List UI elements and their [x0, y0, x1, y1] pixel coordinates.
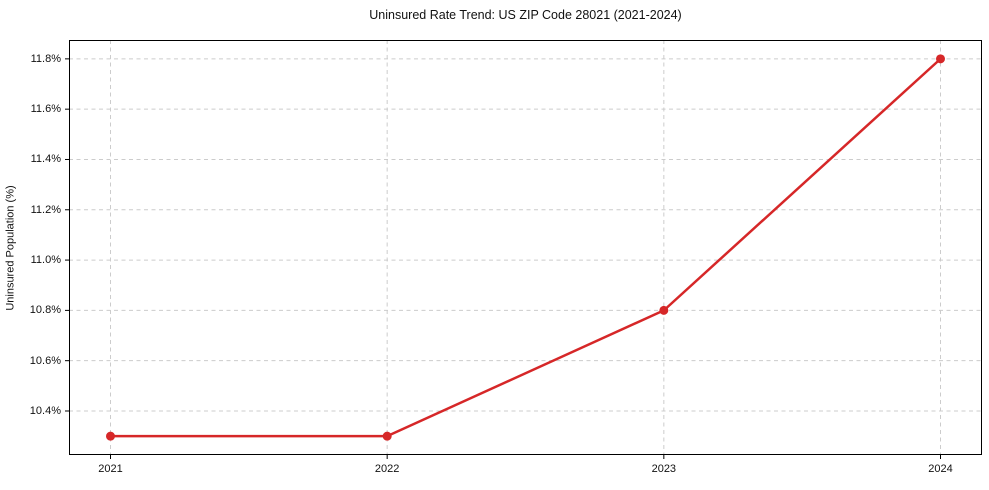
data-point-marker	[382, 431, 392, 441]
plot-area	[65, 40, 982, 459]
y-tick-label: 10.6%	[29, 354, 61, 367]
y-tick-label: 10.4%	[29, 404, 61, 417]
data-point-marker	[936, 54, 945, 64]
y-tick-label: 11.8%	[30, 52, 61, 65]
plot-border	[69, 40, 982, 455]
x-tick-label: 2021	[98, 463, 123, 475]
data-point-marker	[659, 305, 669, 315]
y-tick-label: 11.2%	[30, 203, 61, 216]
x-tick-label: 2022	[374, 463, 400, 475]
data-point-marker	[106, 431, 115, 441]
x-tick-label: 2023	[651, 463, 677, 475]
trend-line	[109, 57, 942, 438]
chart-title: Uninsured Rate Trend: US ZIP Code 28021 …	[369, 8, 682, 22]
line-chart-svg	[65, 40, 982, 459]
x-tick-label: 2024	[928, 463, 953, 475]
y-tick-label: 11.4%	[30, 153, 61, 166]
y-tick-label: 10.8%	[29, 304, 61, 317]
y-tick-label: 11.6%	[30, 103, 61, 116]
y-tick-label: 11.0%	[30, 254, 61, 267]
